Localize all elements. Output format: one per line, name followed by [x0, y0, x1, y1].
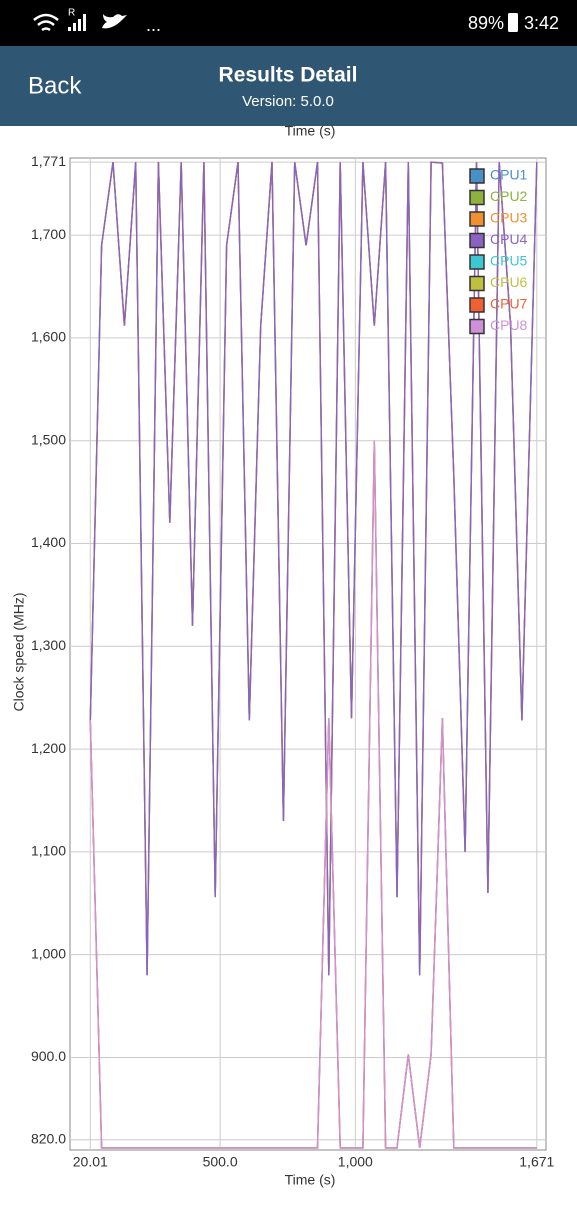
legend-swatch [469, 168, 485, 184]
legend-label: CPU1 [490, 167, 528, 183]
twitter-icon [102, 14, 127, 29]
y-tick-label: 1,000 [31, 945, 66, 961]
x-tick-label: 1,000 [338, 1154, 373, 1170]
y-tick-label: 1,600 [31, 329, 66, 345]
x-tick-label: 1,671 [519, 1154, 554, 1170]
legend-label: CPU6 [490, 274, 528, 290]
back-button[interactable]: Back [28, 72, 82, 99]
legend-label: CPU4 [490, 231, 528, 247]
legend-swatch [469, 211, 485, 227]
x-tick-label: 20.01 [73, 1154, 108, 1170]
wifi-icon [33, 13, 59, 32]
x-axis-label: Time (s) [285, 1172, 336, 1188]
battery-level: 89% [468, 13, 504, 33]
carrier-mark: R [68, 8, 75, 19]
legend-label: CPU2 [490, 188, 528, 204]
status-bar [0, 0, 577, 46]
legend-swatch [469, 254, 485, 270]
series-line [89, 440, 537, 1149]
y-tick-label: 1,771 [31, 153, 66, 169]
header-subtitle: Version: 5.0.0 [242, 93, 334, 110]
series-line [89, 161, 538, 976]
header-bar [0, 46, 577, 126]
y-tick-label: 1,300 [31, 637, 66, 653]
x-tick-label: 500.0 [203, 1154, 238, 1170]
y-tick-label: 820.0 [31, 1130, 66, 1146]
legend-swatch [469, 275, 485, 292]
battery-icon [508, 13, 518, 32]
y-tick-label: 1,200 [31, 740, 66, 756]
y-tick-label: 1,700 [31, 226, 66, 242]
legend-label: CPU5 [490, 253, 528, 269]
legend-swatch [469, 232, 485, 249]
y-tick-label: 1,400 [31, 534, 66, 550]
more-indicator: ... [146, 15, 161, 35]
legend-swatch [469, 297, 485, 313]
y-axis-label: Clock speed (MHz) [11, 592, 27, 711]
legend-label: CPU8 [490, 317, 528, 333]
legend-label: CPU3 [490, 210, 528, 226]
y-tick-label: 1,500 [31, 431, 66, 447]
signal-icon [68, 14, 86, 31]
legend-swatch [469, 318, 485, 335]
y-tick-label: 900.0 [31, 1048, 66, 1064]
plot-frame [69, 157, 547, 1151]
legend-label: CPU7 [490, 296, 528, 312]
top-axis-label: Time (s) [285, 123, 336, 139]
clock: 3:42 [524, 13, 559, 33]
header-title: Results Detail [219, 64, 358, 87]
legend-swatch [469, 189, 485, 206]
y-tick-label: 1,100 [31, 843, 66, 859]
